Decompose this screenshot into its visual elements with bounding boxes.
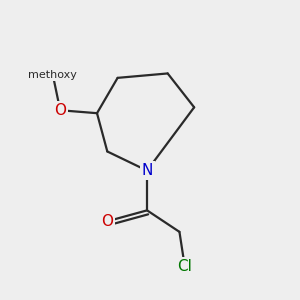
Text: O: O — [54, 103, 66, 118]
Text: O: O — [101, 214, 113, 229]
Text: N: N — [141, 163, 153, 178]
Text: methoxy: methoxy — [28, 70, 77, 80]
Text: Cl: Cl — [177, 259, 192, 274]
